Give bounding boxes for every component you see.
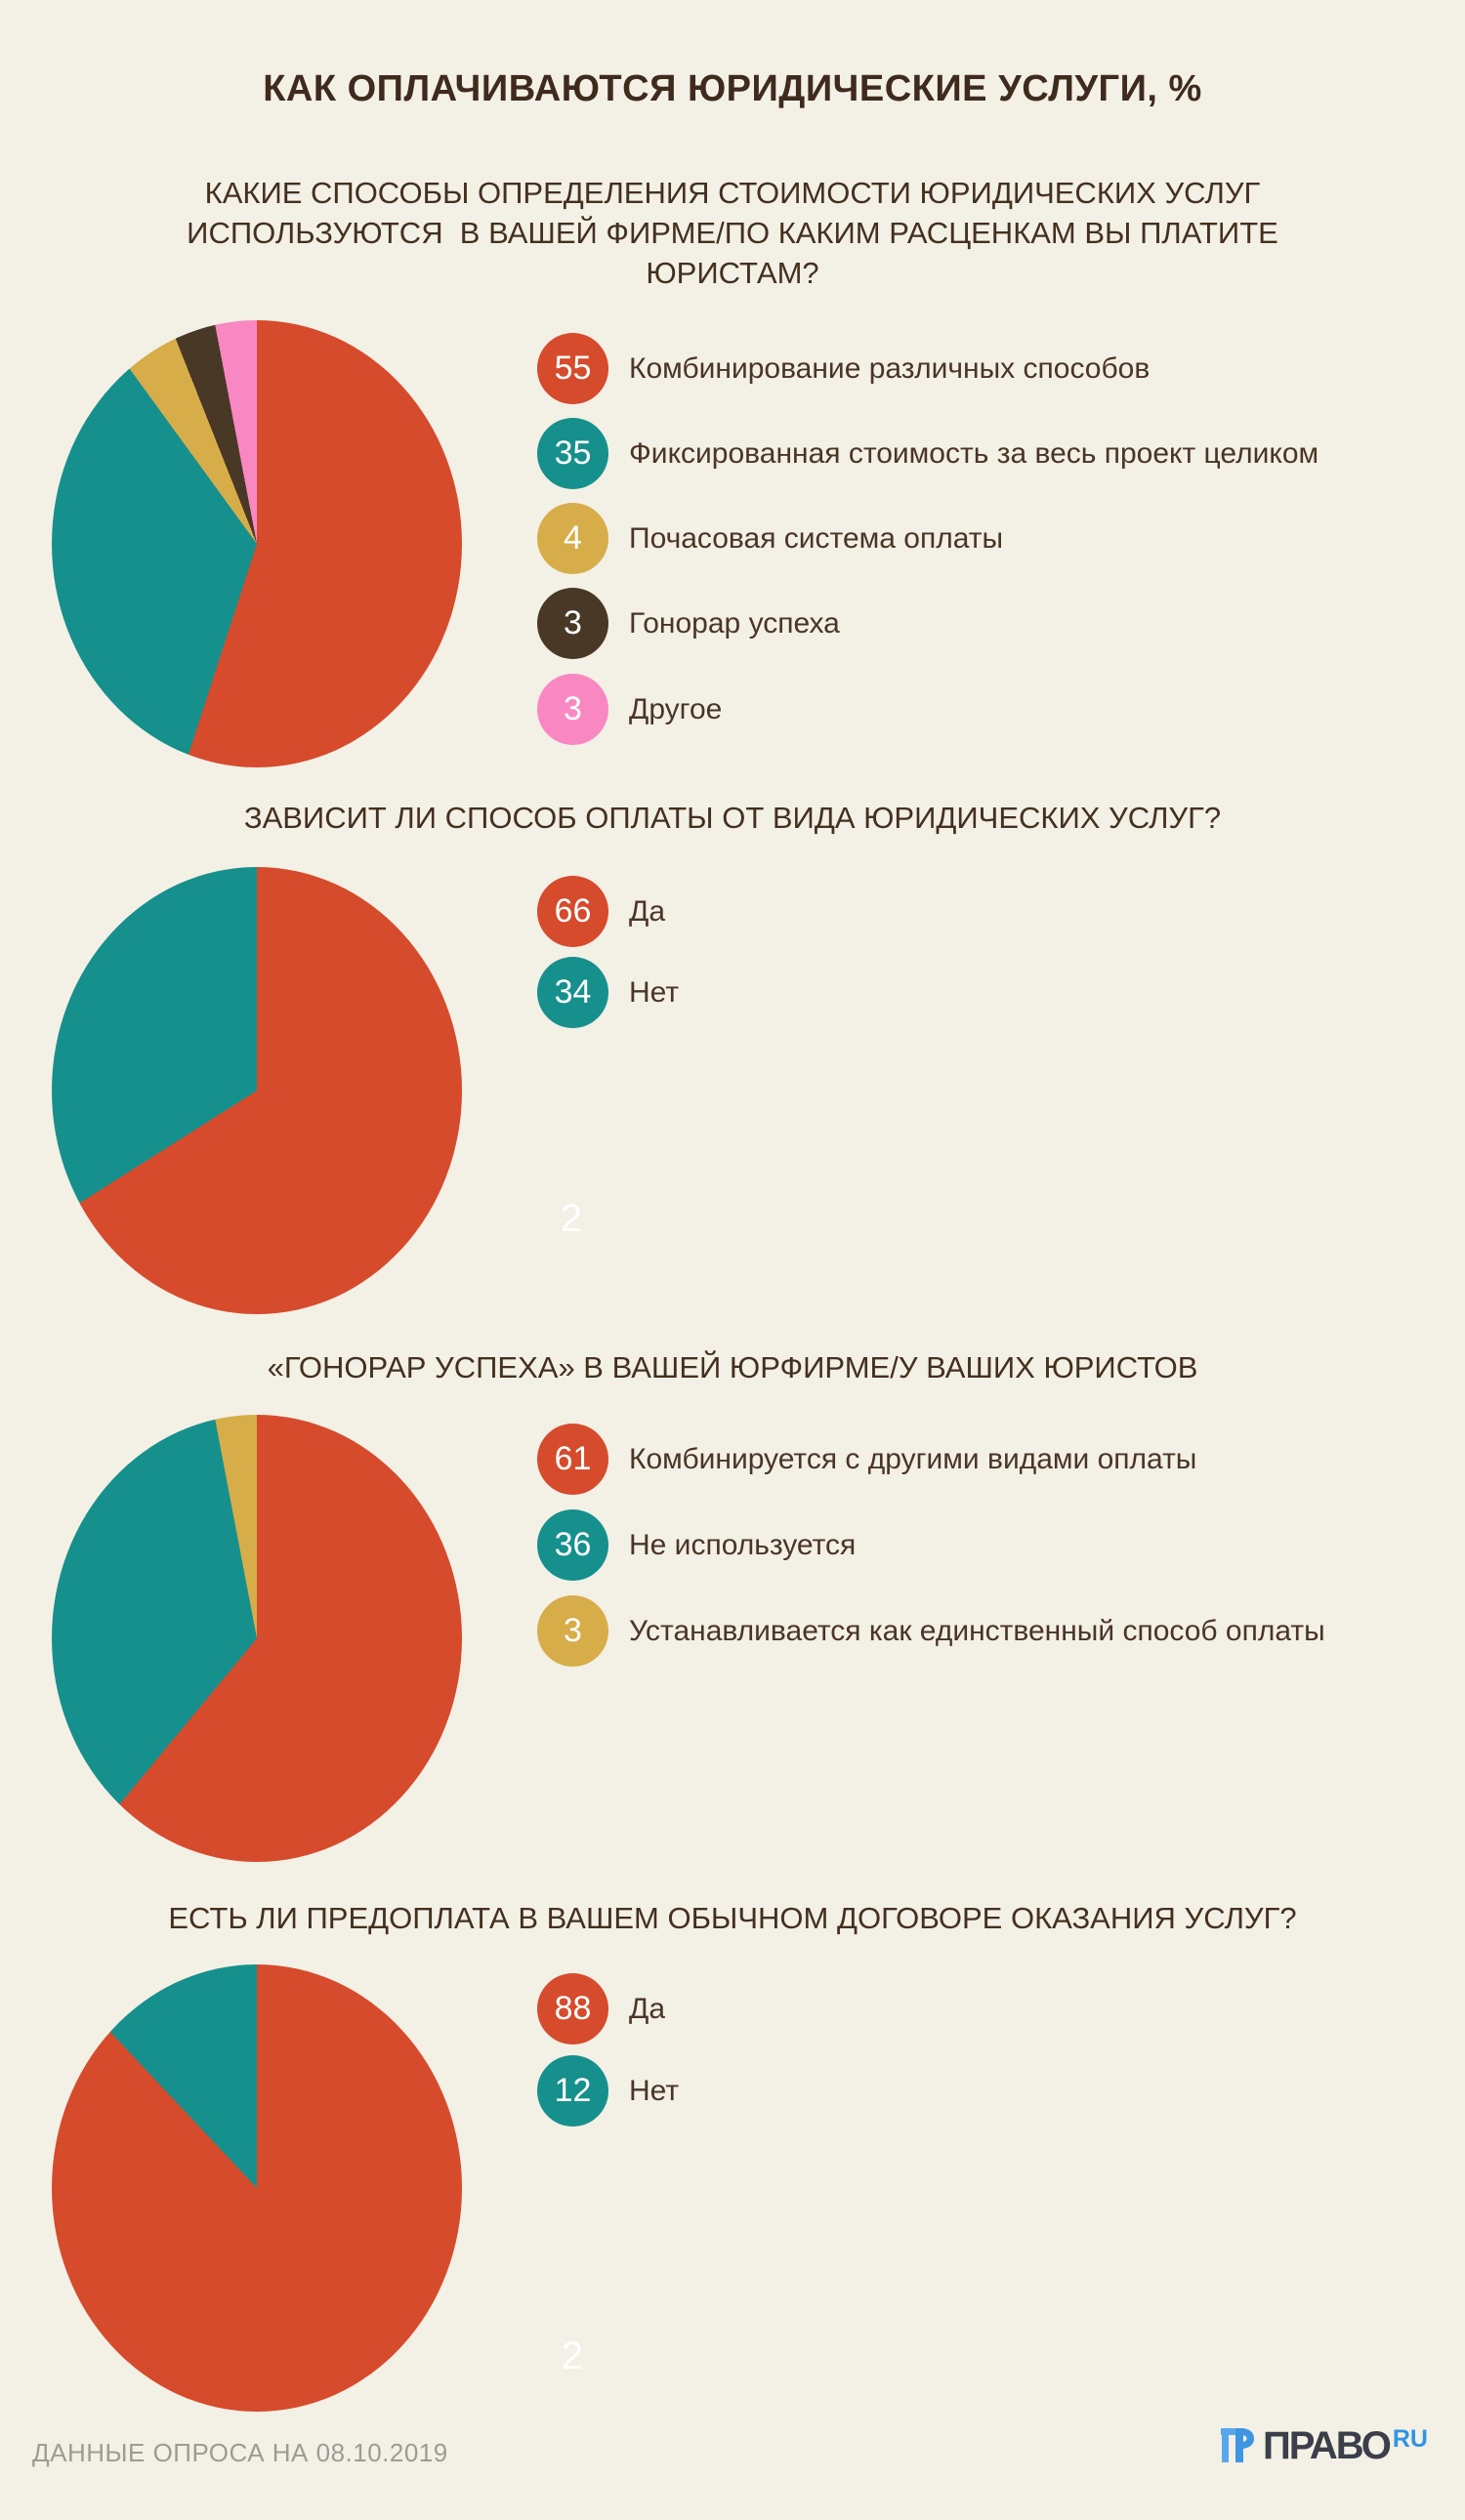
- watermark-page-number: 2: [560, 1197, 583, 1240]
- legend-value-badge: 35: [537, 418, 608, 489]
- legend-label: Фиксированная стоимость за весь проект ц…: [629, 436, 1319, 470]
- survey-date-note: ДАННЫЕ ОПРОСА НА 08.10.2019: [32, 2438, 448, 2467]
- legend-label: Комбинирование различных способов: [629, 351, 1151, 385]
- legend-value-badge: 34: [537, 957, 608, 1028]
- legend-item-yes: 88 Да: [537, 1973, 665, 2045]
- section2-title: ЗАВИСИТ ЛИ СПОСОБ ОПЛАТЫ ОТ ВИДА ЮРИДИЧЕ…: [243, 801, 1222, 835]
- pravo-logo-icon: [1221, 2428, 1254, 2462]
- section1-question-line3: ЮРИСТАМ?: [646, 256, 819, 290]
- legend-label: Другое: [629, 692, 723, 725]
- legend-label: Устанавливается как единственный способ …: [629, 1614, 1325, 1647]
- legend-label: Почасовая система оплаты: [629, 521, 1004, 555]
- legend-value-badge: 3: [537, 588, 608, 659]
- legend-item-not-used: 36 Не используется: [537, 1509, 856, 1581]
- pravo-logo-text: ПРАВО: [1263, 2424, 1392, 2467]
- section1-question-line2: ИСПОЛЬЗУЮТСЯ В ВАШЕЙ ФИРМЕ/ПО КАКИМ РАСЦ…: [187, 216, 1278, 250]
- legend-value-badge: 66: [537, 876, 608, 947]
- section1-question-line1: КАКИЕ СПОСОБЫ ОПРЕДЕЛЕНИЯ СТОИМОСТИ ЮРИД…: [204, 176, 1261, 210]
- legend-item-combination: 55 Комбинирование различных способов: [537, 333, 1150, 404]
- legend-item-fixed-price: 35 Фиксированная стоимость за весь проек…: [537, 418, 1318, 489]
- legend-item-yes: 66 Да: [537, 876, 665, 947]
- legend-label: Да: [629, 1992, 666, 2025]
- legend-value-badge: 4: [537, 503, 608, 574]
- legend-item-success-fee: 3 Гонорар успеха: [537, 588, 840, 659]
- legend-label: Нет: [629, 975, 680, 1009]
- pie-chart-success-fee: [52, 1415, 462, 1862]
- legend-value-badge: 36: [537, 1509, 608, 1581]
- section1-question: КАКИЕ СПОСОБЫ ОПРЕДЕЛЕНИЯ СТОИМОСТИ ЮРИД…: [0, 173, 1465, 293]
- pravo-ru-logo: ПРАВО RU: [1219, 2424, 1428, 2467]
- legend-label: Комбинируется с другими видами оплаты: [629, 1442, 1197, 1475]
- legend-item-hourly: 4 Почасовая система оплаты: [537, 503, 1003, 574]
- pie-chart-prepayment: [52, 1964, 462, 2412]
- legend-item-no: 34 Нет: [537, 957, 679, 1028]
- watermark-page-number: 2: [561, 2334, 584, 2377]
- legend-value-badge: 3: [537, 1595, 608, 1667]
- legend-value-badge: 12: [537, 2055, 608, 2127]
- legend-label: Гонорар успеха: [629, 606, 840, 640]
- legend-item-combined: 61 Комбинируется с другими видами оплаты: [537, 1424, 1196, 1495]
- section3-title: «ГОНОРАР УСПЕХА» В ВАШЕЙ ЮРФИРМЕ/У ВАШИХ…: [267, 1350, 1198, 1384]
- legend-label: Не используется: [629, 1528, 857, 1561]
- legend-value-badge: 61: [537, 1424, 608, 1495]
- pie-chart-depends-on-service: [52, 867, 462, 1314]
- legend-label: Нет: [629, 2074, 680, 2107]
- legend-value-badge: 88: [537, 1973, 608, 2045]
- legend-value-badge: 55: [537, 333, 608, 404]
- legend-label: Да: [629, 894, 666, 928]
- legend-value-badge: 3: [537, 674, 608, 745]
- section4-title: ЕСТЬ ЛИ ПРЕДОПЛАТА В ВАШЕМ ОБЫЧНОМ ДОГОВ…: [168, 1901, 1297, 1935]
- pravo-logo-tld: RU: [1392, 2425, 1428, 2453]
- pie-chart-payment-methods: [52, 320, 462, 767]
- legend-item-no: 12 Нет: [537, 2055, 679, 2127]
- legend-item-only-method: 3 Устанавливается как единственный спосо…: [537, 1595, 1325, 1667]
- page-title: КАК ОПЛАЧИВАЮТСЯ ЮРИДИЧЕСКИЕ УСЛУГИ, %: [263, 68, 1202, 109]
- legend-item-other: 3 Другое: [537, 674, 722, 745]
